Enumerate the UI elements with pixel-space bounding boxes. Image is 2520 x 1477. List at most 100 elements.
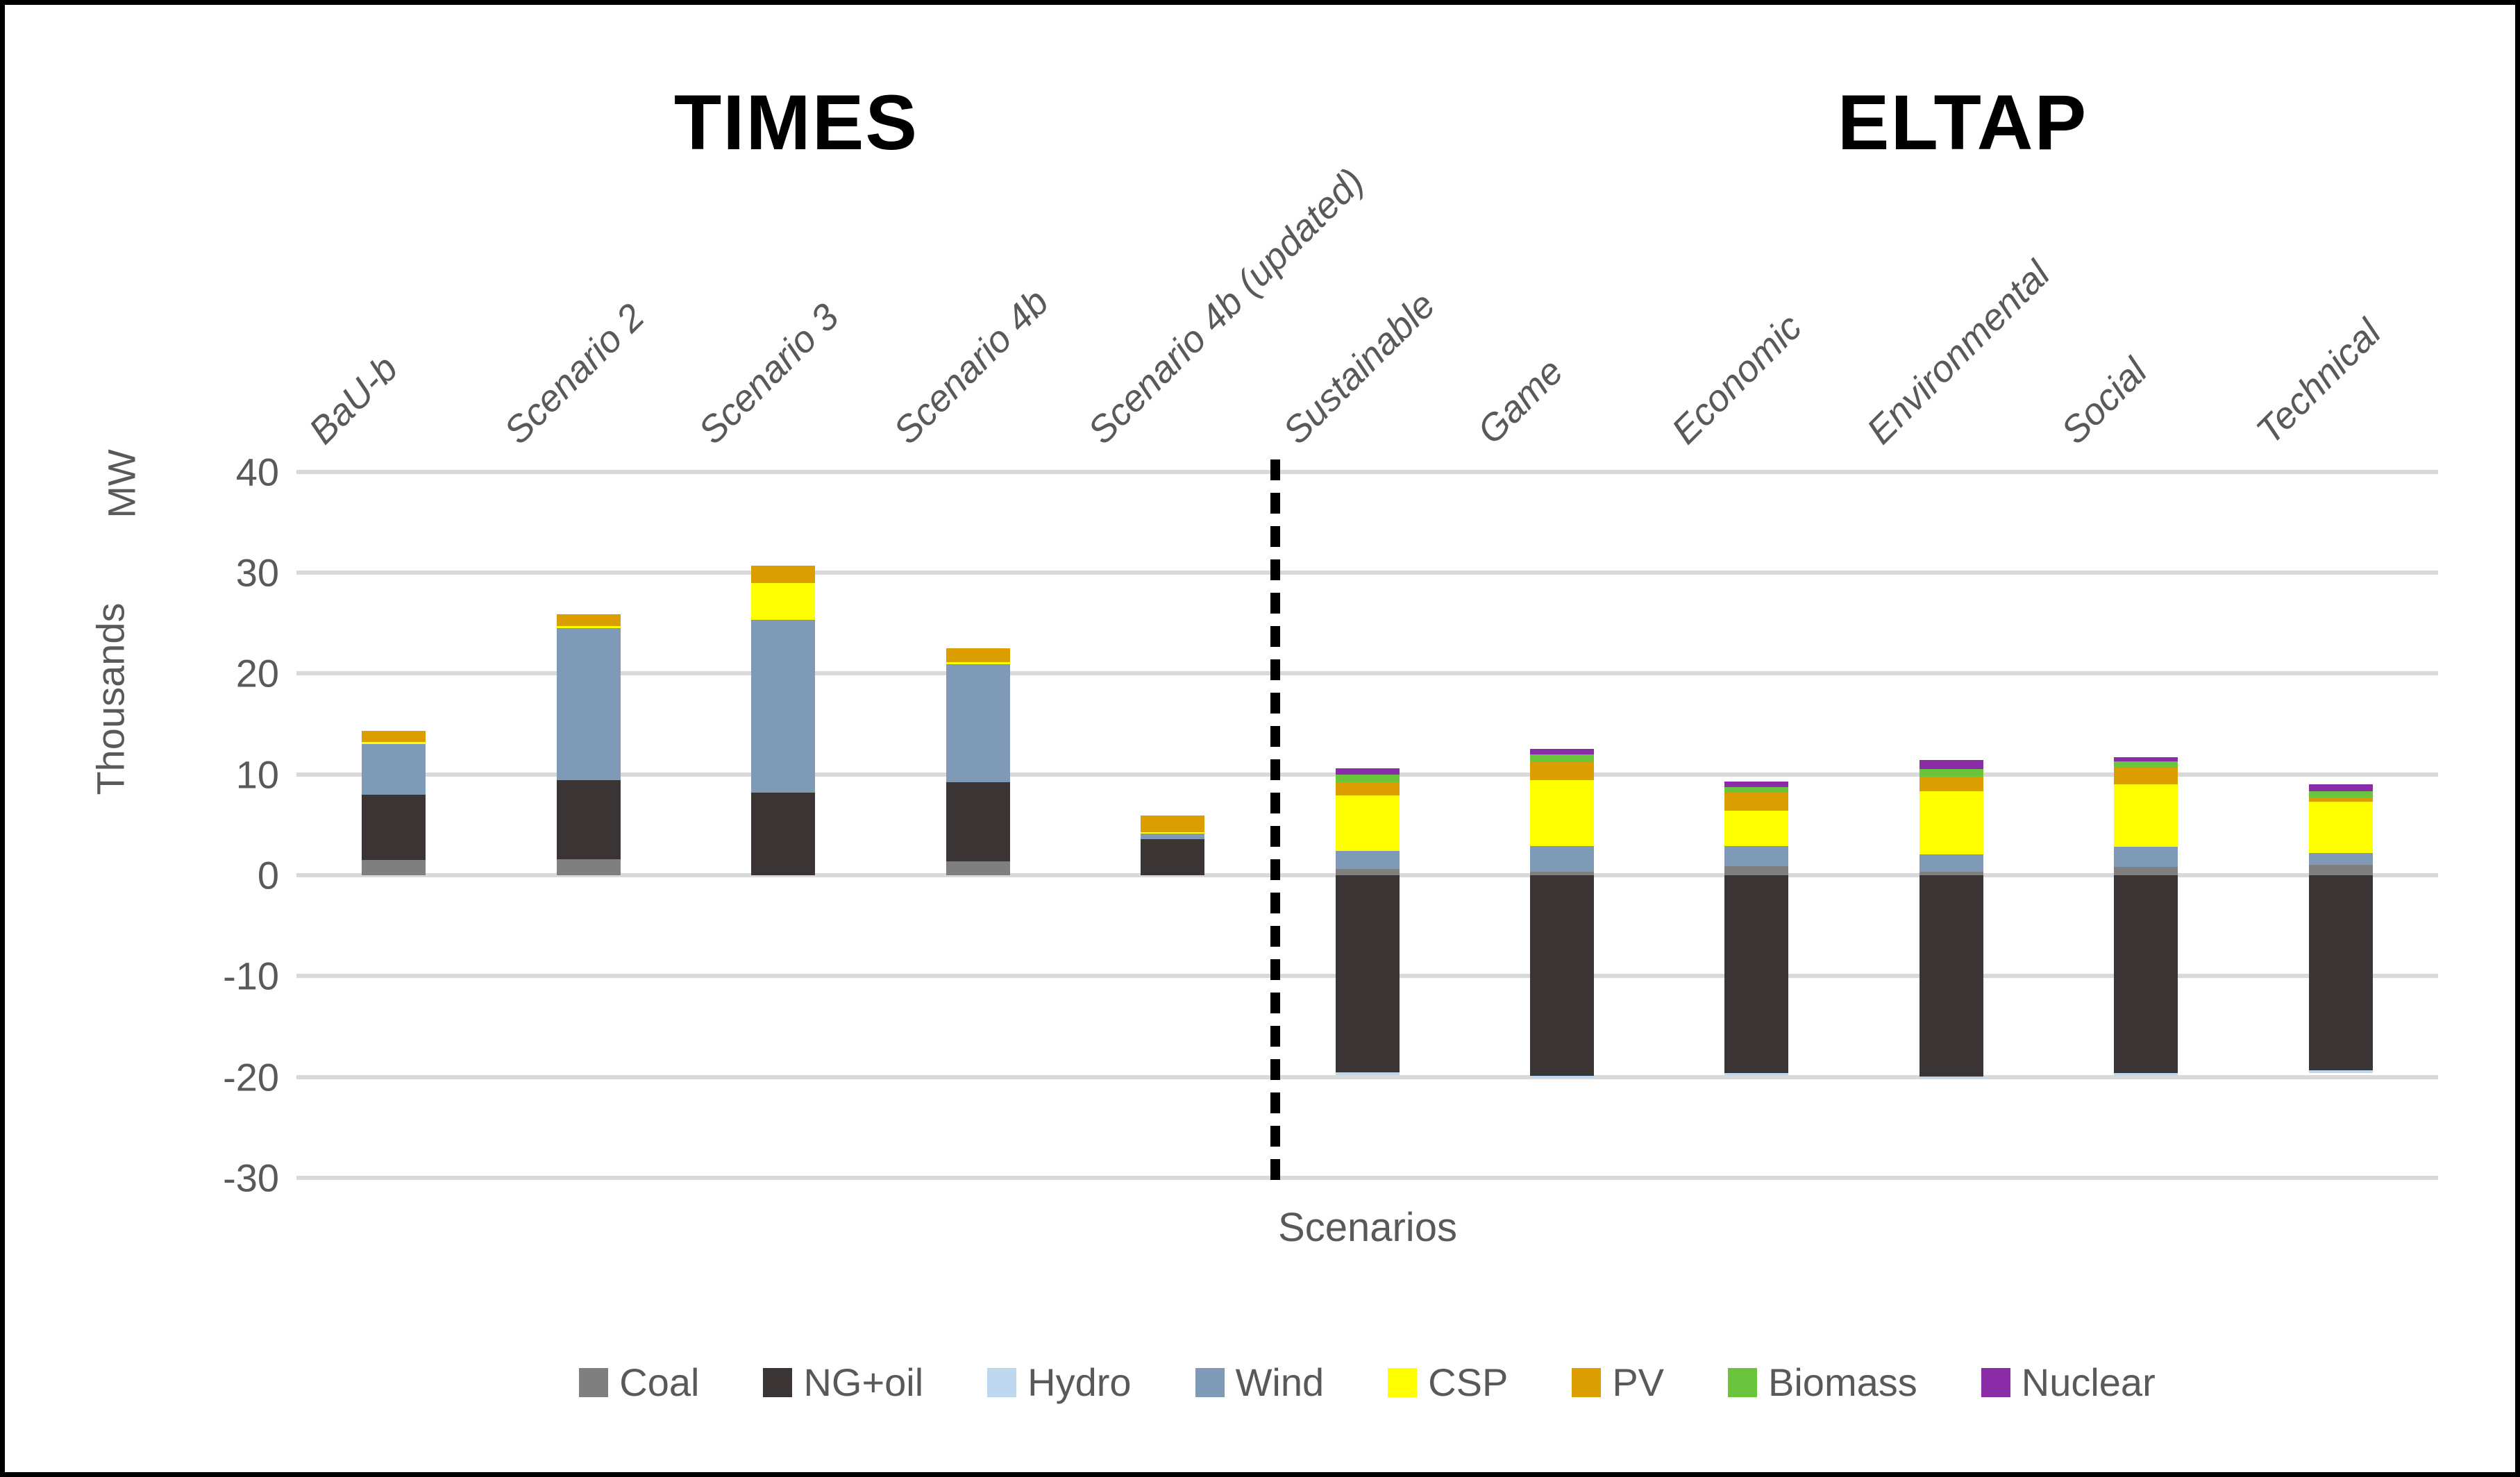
legend: Coal NG+oil Hydro Wind CSP PV Biomass Nuclear [296,1360,2438,1405]
group-title-eltap: ELTAP [1837,79,2088,166]
y-axis-title-mw: MW [99,449,144,518]
bar-segment-nuclear-8 [1919,760,1983,770]
bar-segment-csp-6 [1529,780,1594,846]
bar-segment-biomass-10 [2308,791,2373,798]
group-title-times: TIMES [673,79,919,166]
bar-segment-biomass-5 [1335,775,1400,783]
category-label-environmental: Environmental [1858,253,2058,453]
bar-segment-csp-5 [1335,795,1400,852]
bar-segment-coal-9 [2114,866,2178,875]
gridline-40 [296,469,2438,474]
y-tick-label-30: 30 [235,550,279,595]
bar-segment-nuclear-9 [2114,757,2178,761]
legend-swatch-icon [763,1367,793,1397]
bar-segment-csp-3 [946,662,1010,665]
bar-segment-coal-8 [1919,871,1983,875]
bar-segment-coal-7 [1724,866,1789,875]
y-axis-units-label: Thousands [88,602,133,795]
bar-segment-nuclear-10 [2308,784,2373,792]
bar-segment-nuclear-6 [1529,749,1594,755]
legend-label: CSP [1428,1360,1509,1404]
divider-dashed-line [1270,459,1280,1185]
bar-segment-ng-oil-0 [362,794,426,861]
legend-item-csp: CSP [1388,1360,1508,1405]
y-tick-label--10: -10 [223,954,279,998]
bar-segment-hydro-10 [2308,1070,2373,1073]
bar-segment-ng-oil-2 [751,792,816,875]
bar-segment-csp-7 [1724,811,1789,846]
legend-swatch-icon [1195,1367,1225,1397]
bar-segment-csp-9 [2114,784,2178,847]
legend-label: PV [1612,1360,1665,1404]
bar-segment-ng-oil-6 [1529,875,1594,1077]
legend-swatch-icon [1572,1367,1602,1397]
bar-segment-coal-3 [946,861,1010,875]
bar-segment-nuclear-7 [1724,781,1789,787]
legend-swatch-icon [1981,1367,2010,1397]
bar-segment-coal-10 [2308,865,2373,875]
bar-segment-coal-0 [362,860,426,875]
y-tick-label-20: 20 [235,651,279,695]
category-label-bau-b: BaU-b [301,347,406,453]
bar-segment-hydro-6 [1529,1076,1594,1079]
bar-segment-wind-3 [946,664,1010,783]
bar-segment-csp-10 [2308,801,2373,854]
bar-segment-wind-10 [2308,853,2373,866]
bar-segment-pv-4 [1141,816,1205,833]
bar-segment-ng-oil-10 [2308,875,2373,1071]
bar-segment-wind-7 [1724,845,1789,866]
bar-segment-coal-6 [1529,871,1594,875]
legend-item-wind: Wind [1195,1360,1325,1405]
bar-segment-hydro-8 [1919,1076,1983,1079]
bar-segment-csp-8 [1919,791,1983,855]
bar-segment-wind-6 [1529,845,1594,872]
bar-segment-ng-oil-3 [946,782,1010,861]
bar-segment-hydro-5 [1335,1072,1400,1075]
bar-segment-biomass-7 [1724,786,1789,793]
legend-item-pv: PV [1572,1360,1664,1405]
bar-segment-biomass-8 [1919,769,1983,777]
legend-item-biomass: Biomass [1728,1360,1917,1405]
legend-swatch-icon [1388,1367,1418,1397]
bar-segment-wind-2 [751,620,816,793]
bar-segment-pv-10 [2308,797,2373,802]
category-label-scenario-2: Scenario 2 [496,296,653,453]
bar-segment-hydro-9 [2114,1072,2178,1077]
category-label-social: Social [2053,350,2156,453]
gridline--30 [296,1175,2438,1180]
legend-label: Biomass [1768,1360,1917,1404]
legend-item-hydro: Hydro [987,1360,1132,1405]
bar-segment-ng-oil-1 [556,780,621,859]
bar-segment-pv-7 [1724,792,1789,811]
legend-label: Wind [1235,1360,1325,1404]
bar-segment-pv-5 [1335,782,1400,796]
bar-segment-coal-1 [556,859,621,875]
bar-segment-biomass-6 [1529,754,1594,761]
bar-segment-biomass-9 [2114,761,2178,768]
gridline--20 [296,1074,2438,1079]
legend-swatch-icon [579,1367,609,1397]
legend-swatch-icon [1728,1367,1758,1397]
y-tick-label-0: 0 [257,853,279,897]
y-tick-label--30: -30 [223,1156,279,1200]
bar-segment-pv-1 [556,614,621,627]
category-label-sustainable: Sustainable [1275,284,1443,453]
category-label-game: Game [1469,350,1572,453]
bar-segment-pv-0 [362,731,426,743]
legend-label: Nuclear [2021,1360,2156,1404]
bar-segment-csp-1 [556,626,621,628]
bar-segment-wind-8 [1919,854,1983,872]
bar-segment-csp-4 [1141,832,1205,834]
bar-segment-pv-8 [1919,776,1983,792]
legend-item-coal: Coal [579,1360,699,1405]
bar-segment-pv-6 [1529,761,1594,781]
y-tick-label--20: -20 [223,1055,279,1099]
category-label-economic: Economic [1664,306,1811,453]
bar-segment-ng-oil-4 [1141,838,1205,875]
bar-segment-ng-oil-5 [1335,875,1400,1073]
legend-swatch-icon [987,1367,1017,1397]
category-label-scenario-3: Scenario 3 [690,296,847,453]
bar-segment-nuclear-5 [1335,768,1400,775]
legend-label: Coal [619,1360,700,1404]
